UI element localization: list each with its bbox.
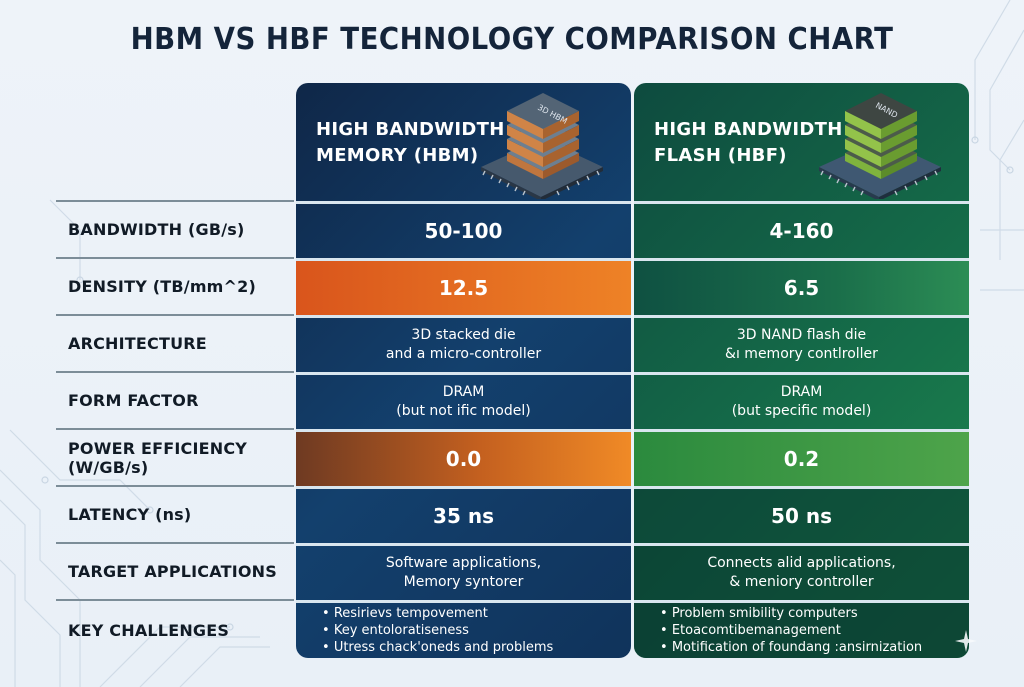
hbm-header-line1: HIGH BANDWIDTH xyxy=(316,119,505,140)
hbf-header-line2: FLASH (HBF) xyxy=(654,145,787,166)
hbm-key-challenges-cell: Resirievs tempovement Key entoloratisene… xyxy=(296,600,631,658)
hbf-density-value: 6.5 xyxy=(783,276,820,300)
hbf-column-header: HIGH BANDWIDTH FLASH (HBF) xyxy=(634,83,969,201)
hbm-challenge-item: Utress chack'oneds and problems xyxy=(322,639,553,656)
hbf-power-efficiency-value: 0.2 xyxy=(783,447,820,471)
hbf-header-line1: HIGH BANDWIDTH xyxy=(654,119,843,140)
hbf-form-factor-line2: (but specific model) xyxy=(731,403,872,419)
row-label-density: DENSITY (TB/mm^2) xyxy=(56,257,294,314)
hbf-latency-cell: 50 ns xyxy=(634,486,969,543)
row-label-target-applications: TARGET APPLICATIONS xyxy=(56,542,294,599)
hbf-architecture-line2: &ı memory contlroller xyxy=(725,346,878,362)
row-label-power-efficiency-line2: (W/GB/s) xyxy=(68,457,149,477)
hbm-column: HIGH BANDWIDTH MEMORY (HBM) xyxy=(296,83,631,658)
row-label-form-factor: FORM FACTOR xyxy=(56,371,294,428)
page-title: HBM VS HBF TECHNOLOGY COMPARISON CHART xyxy=(130,22,894,57)
hbf-architecture-line1: 3D NAND flash die xyxy=(736,327,867,343)
hbm-target-applications-line1: Software applications, xyxy=(385,555,542,571)
row-label-key-challenges: KEY CHALLENGES xyxy=(56,599,294,659)
stacked-dram-chip-icon: 3D HBM xyxy=(481,93,603,199)
stacked-nand-chip-icon: NAND xyxy=(819,93,941,199)
hbf-challenge-item: Etoacomtibemanagement xyxy=(660,622,841,639)
hbm-architecture-line2: and a micro-controller xyxy=(385,346,542,362)
hbf-form-factor-cell: DRAM (but specific model) xyxy=(634,372,969,429)
hbf-form-factor-line1: DRAM xyxy=(780,384,823,400)
hbf-column: HIGH BANDWIDTH FLASH (HBF) xyxy=(634,83,969,658)
hbm-architecture-cell: 3D stacked die and a micro-controller xyxy=(296,315,631,372)
row-label-architecture: ARCHITECTURE xyxy=(56,314,294,371)
hbf-bandwidth-value: 4-160 xyxy=(769,219,834,243)
hbm-density-cell: 12.5 xyxy=(296,258,631,315)
hbf-target-applications-cell: Connects alid applications, & meniory co… xyxy=(634,543,969,600)
hbm-bandwidth-value: 50-100 xyxy=(424,219,503,243)
row-label-bandwidth: BANDWIDTH (GB/s) xyxy=(56,200,294,257)
hbf-challenge-item: Motification of foundang :ansirnization xyxy=(660,639,922,656)
hbm-latency-cell: 35 ns xyxy=(296,486,631,543)
hbf-target-applications-line2: & meniory controller xyxy=(729,574,874,590)
hbf-power-efficiency-cell: 0.2 xyxy=(634,429,969,486)
hbm-challenge-item: Resirievs tempovement xyxy=(322,605,488,622)
hbm-form-factor-line1: DRAM xyxy=(442,384,485,400)
hbm-power-efficiency-cell: 0.0 xyxy=(296,429,631,486)
hbm-form-factor-line2: (but not ific model) xyxy=(396,403,531,419)
hbf-key-challenges-cell: Problem smibility computers Etoacomtibem… xyxy=(634,600,969,658)
hbm-latency-value: 35 ns xyxy=(433,504,494,528)
hbm-architecture-line1: 3D stacked die xyxy=(411,327,516,343)
hbf-architecture-cell: 3D NAND flash die &ı memory contlroller xyxy=(634,315,969,372)
row-label-latency: LATENCY (ns) xyxy=(56,485,294,542)
hbm-form-factor-cell: DRAM (but not ific model) xyxy=(296,372,631,429)
hbm-target-applications-cell: Software applications, Memory syntorer xyxy=(296,543,631,600)
hbm-power-efficiency-value: 0.0 xyxy=(445,447,482,471)
hbm-target-applications-line2: Memory syntorer xyxy=(403,574,524,590)
hbf-density-cell: 6.5 xyxy=(634,258,969,315)
hbm-challenge-item: Key entoloratiseness xyxy=(322,622,469,639)
hbf-bandwidth-cell: 4-160 xyxy=(634,201,969,258)
row-label-power-efficiency-line1: POWER EFFICIENCY xyxy=(68,438,248,458)
hbm-column-header: HIGH BANDWIDTH MEMORY (HBM) xyxy=(296,83,631,201)
hbm-density-value: 12.5 xyxy=(438,276,489,300)
hbf-target-applications-line1: Connects alid applications, xyxy=(707,555,896,571)
hbm-header-line2: MEMORY (HBM) xyxy=(316,145,479,166)
hbm-bandwidth-cell: 50-100 xyxy=(296,201,631,258)
sparkle-icon xyxy=(955,630,977,652)
row-label-power-efficiency: POWER EFFICIENCY (W/GB/s) xyxy=(56,428,294,485)
hbf-challenge-item: Problem smibility computers xyxy=(660,605,858,622)
hbf-latency-value: 50 ns xyxy=(771,504,832,528)
